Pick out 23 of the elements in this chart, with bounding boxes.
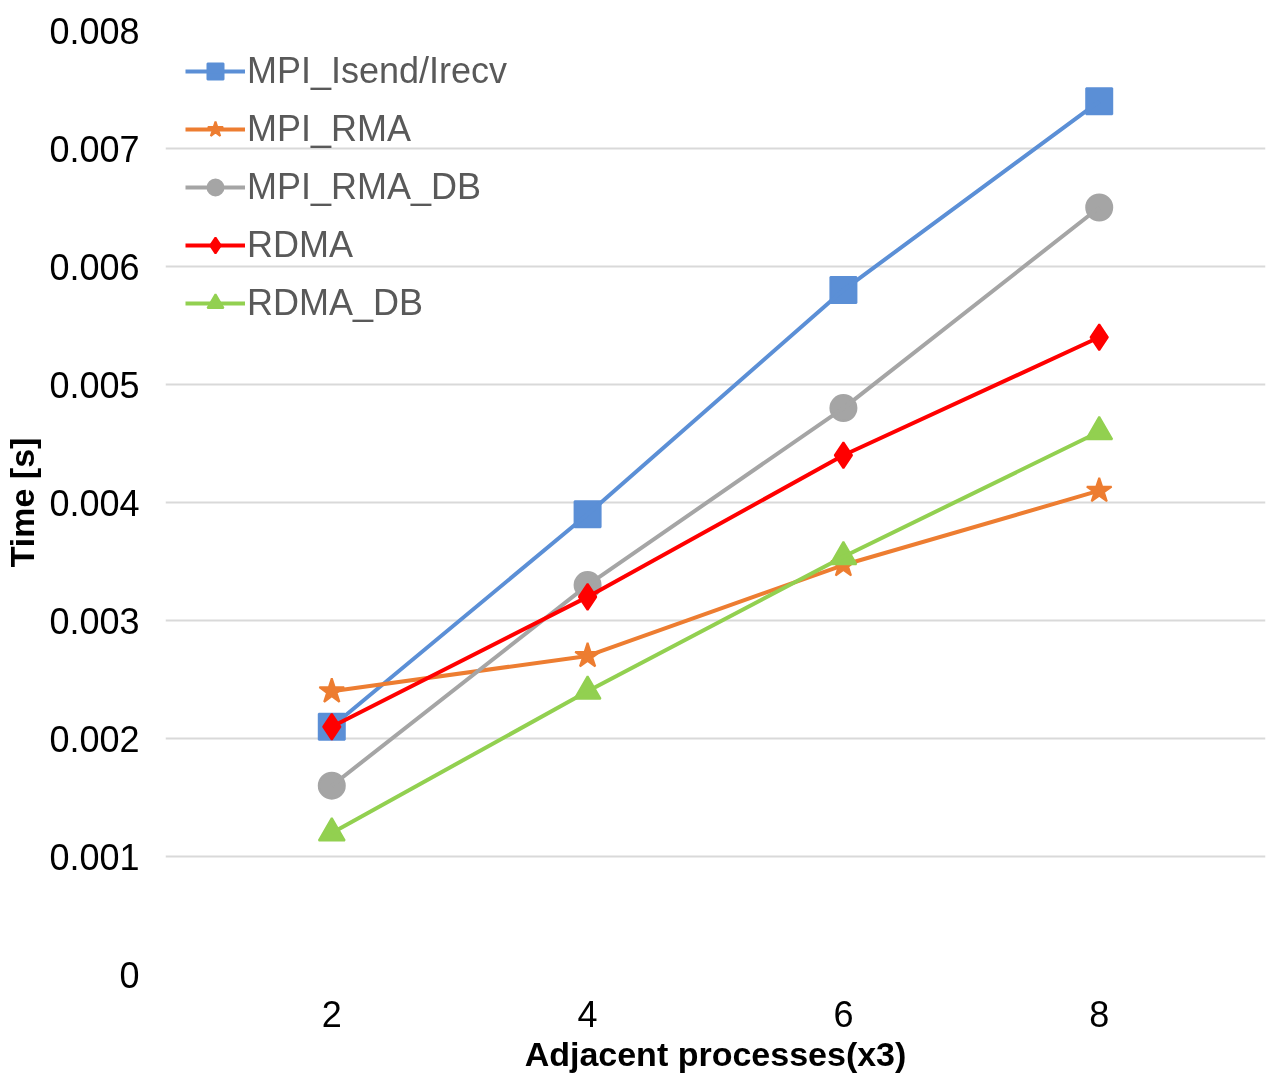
x-tick-label: 6: [833, 993, 854, 1035]
legend-label: RDMA: [247, 224, 353, 266]
legend-label: MPI_RMA: [247, 108, 412, 150]
point: [1085, 87, 1114, 116]
y-tick-label: 0.002: [49, 718, 140, 760]
legend-label: MPI_Isend/Irecv: [247, 50, 508, 92]
point: [1085, 193, 1114, 222]
point: [317, 771, 346, 800]
x-tick-label: 4: [577, 993, 598, 1035]
y-tick-label: 0.004: [49, 482, 140, 524]
x-axis-title: Adjacent processes(x3): [524, 1034, 907, 1073]
y-tick-label: 0.006: [49, 246, 140, 288]
x-tick-label: 2: [321, 993, 342, 1035]
y-axis-title: Time [s]: [3, 437, 42, 568]
y-tick-label: 0.005: [49, 364, 140, 406]
y-tick-label: 0.001: [49, 836, 140, 878]
y-tick-label: 0: [119, 954, 140, 996]
legend-label: MPI_RMA_DB: [247, 166, 482, 208]
y-tick-label: 0.003: [49, 600, 140, 642]
y-tick-label: 0.008: [49, 10, 140, 52]
x-tick-label: 8: [1089, 993, 1110, 1035]
y-tick-label: 0.007: [49, 128, 140, 170]
legend-label: RDMA_DB: [247, 282, 424, 324]
